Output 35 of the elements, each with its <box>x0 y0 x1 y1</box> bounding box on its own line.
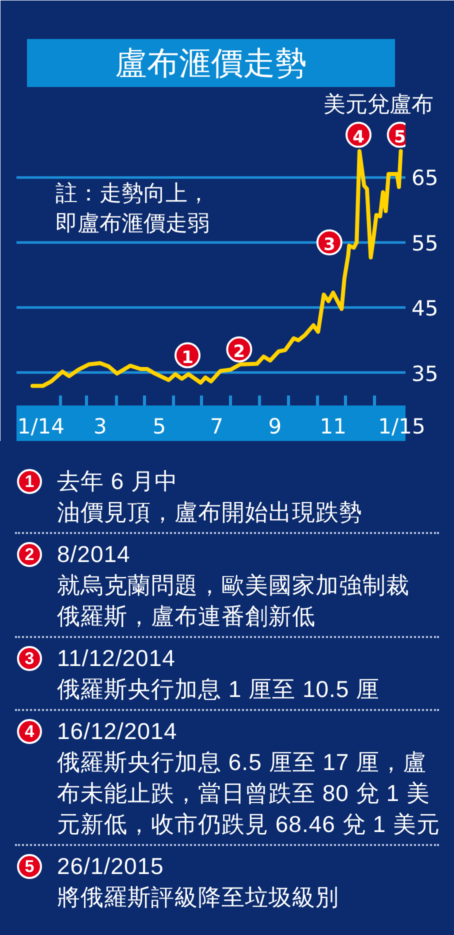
text: 1 <box>24 472 34 491</box>
text: 油價見頂，盧布開始出現跌勢 <box>57 498 364 527</box>
y-tick-label: 65 <box>412 166 438 190</box>
annotation: 5 <box>394 127 406 148</box>
text: 16/12/2014 <box>57 717 178 746</box>
y-axis-title: 美元兌盧布 <box>324 92 434 118</box>
text: 11/12/2014 <box>57 644 176 673</box>
text: 就烏克蘭問題，歐美國家加強制裁俄羅斯，盧布連番創新低 <box>57 571 410 631</box>
x-tick-label: 5 <box>152 414 166 438</box>
text: 去年 6 月中 <box>57 467 180 496</box>
text: 2 <box>24 545 34 564</box>
x-tick-label: 11 <box>320 414 347 438</box>
text: 俄羅斯央行加息 6.5 厘至 17 厘，盧布未能止跌，當日曾跌至 80 兌 1 美元新低，收市仍跌見 68.46 兌 1 美元 <box>57 748 440 839</box>
text: 俄羅斯央行加息 1 厘至 10.5 厘 <box>57 675 381 704</box>
annotation: 3 <box>323 234 336 255</box>
chart-title: 盧布滙價走勢 <box>115 44 307 82</box>
x-tick-label: 9 <box>268 414 282 438</box>
text: 5 <box>24 857 34 876</box>
line-series <box>30 149 403 388</box>
text: 3 <box>24 649 34 668</box>
y-tick-label: 45 <box>412 296 438 321</box>
annotation: 註：走勢向上，即盧布滙價走弱 <box>55 182 210 237</box>
y-tick-label: 35 <box>412 362 438 386</box>
x-tick-label: 3 <box>93 414 107 438</box>
x-tick-label: 1/15 <box>378 414 426 438</box>
text: 4 <box>24 722 34 741</box>
x-tick-label: 1/14 <box>17 414 65 438</box>
text: 將俄羅斯評級降至垃圾級別 <box>57 883 340 912</box>
x-tick-label: 7 <box>210 414 224 438</box>
annotation: 4 <box>352 127 365 148</box>
text: 8/2014 <box>57 540 132 569</box>
annotation: 2 <box>233 342 246 362</box>
text: 26/1/2015 <box>57 852 165 881</box>
annotation: 1 <box>182 348 194 368</box>
y-tick-label: 55 <box>412 231 438 256</box>
